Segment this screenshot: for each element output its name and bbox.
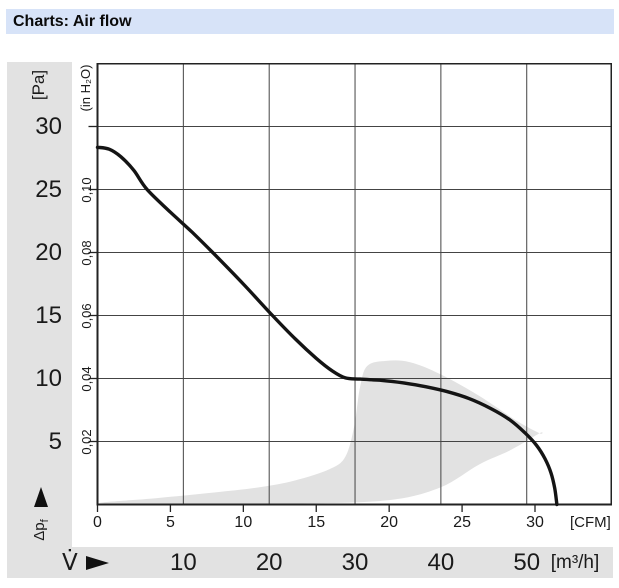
cfm-tick-label: 0 <box>93 514 102 531</box>
section-title: Charts: Air flow <box>13 13 132 30</box>
cfm-tick-label: 20 <box>380 514 399 531</box>
pa-tick-label: 30 <box>35 112 62 140</box>
pa-tick-label: 5 <box>48 427 62 455</box>
plot-border <box>96 63 612 506</box>
m3h-tick-label: 10 <box>169 549 197 576</box>
m3h-tick-label: 30 <box>341 549 369 576</box>
pa-tick-label: 20 <box>35 238 62 266</box>
cfm-unit-label: [CFM] <box>570 514 611 531</box>
section-title-bar: Charts: Air flow <box>6 9 614 34</box>
delta-p-subscript: f <box>39 519 51 523</box>
cfm-tick-label: 15 <box>307 514 326 531</box>
pa-axis-band <box>7 62 72 547</box>
cfm-tick-label: 30 <box>526 514 544 531</box>
m3h-unit-label: [m³/h] <box>550 552 600 573</box>
pa-tick-label: 15 <box>35 301 62 329</box>
delta-p-symbol: Δp <box>31 522 48 541</box>
fan-curve <box>95 145 559 507</box>
inh2o-tick-label: 0,10 <box>79 176 94 203</box>
m3h-tick-label: 40 <box>427 549 455 576</box>
inh2o-tick-label: 0,04 <box>79 365 94 392</box>
volume-flow-arrow-icon <box>86 556 109 570</box>
delta-p-axis-label: Δpf <box>31 508 51 552</box>
m3h-tick-label: 50 <box>513 549 541 576</box>
inh2o-tick-label: 0,08 <box>79 239 94 266</box>
cfm-tick-label: 25 <box>453 514 471 531</box>
volume-flow-symbol: V̇ <box>62 550 78 576</box>
airflow-plot <box>88 63 612 512</box>
cfm-tick-label: 10 <box>234 514 253 531</box>
pa-tick-label: 25 <box>35 175 62 203</box>
delta-p-axis-arrow-icon <box>34 487 48 507</box>
pa-unit-label: [Pa] <box>29 69 48 101</box>
pa-tick-label: 10 <box>35 364 62 392</box>
m3h-tick-label: 20 <box>255 549 283 576</box>
cfm-tick-label: 5 <box>165 514 175 531</box>
inh2o-tick-label: 0,06 <box>79 302 94 329</box>
inh2o-tick-label: 0,02 <box>79 428 94 455</box>
operating-region-shade <box>99 360 543 505</box>
